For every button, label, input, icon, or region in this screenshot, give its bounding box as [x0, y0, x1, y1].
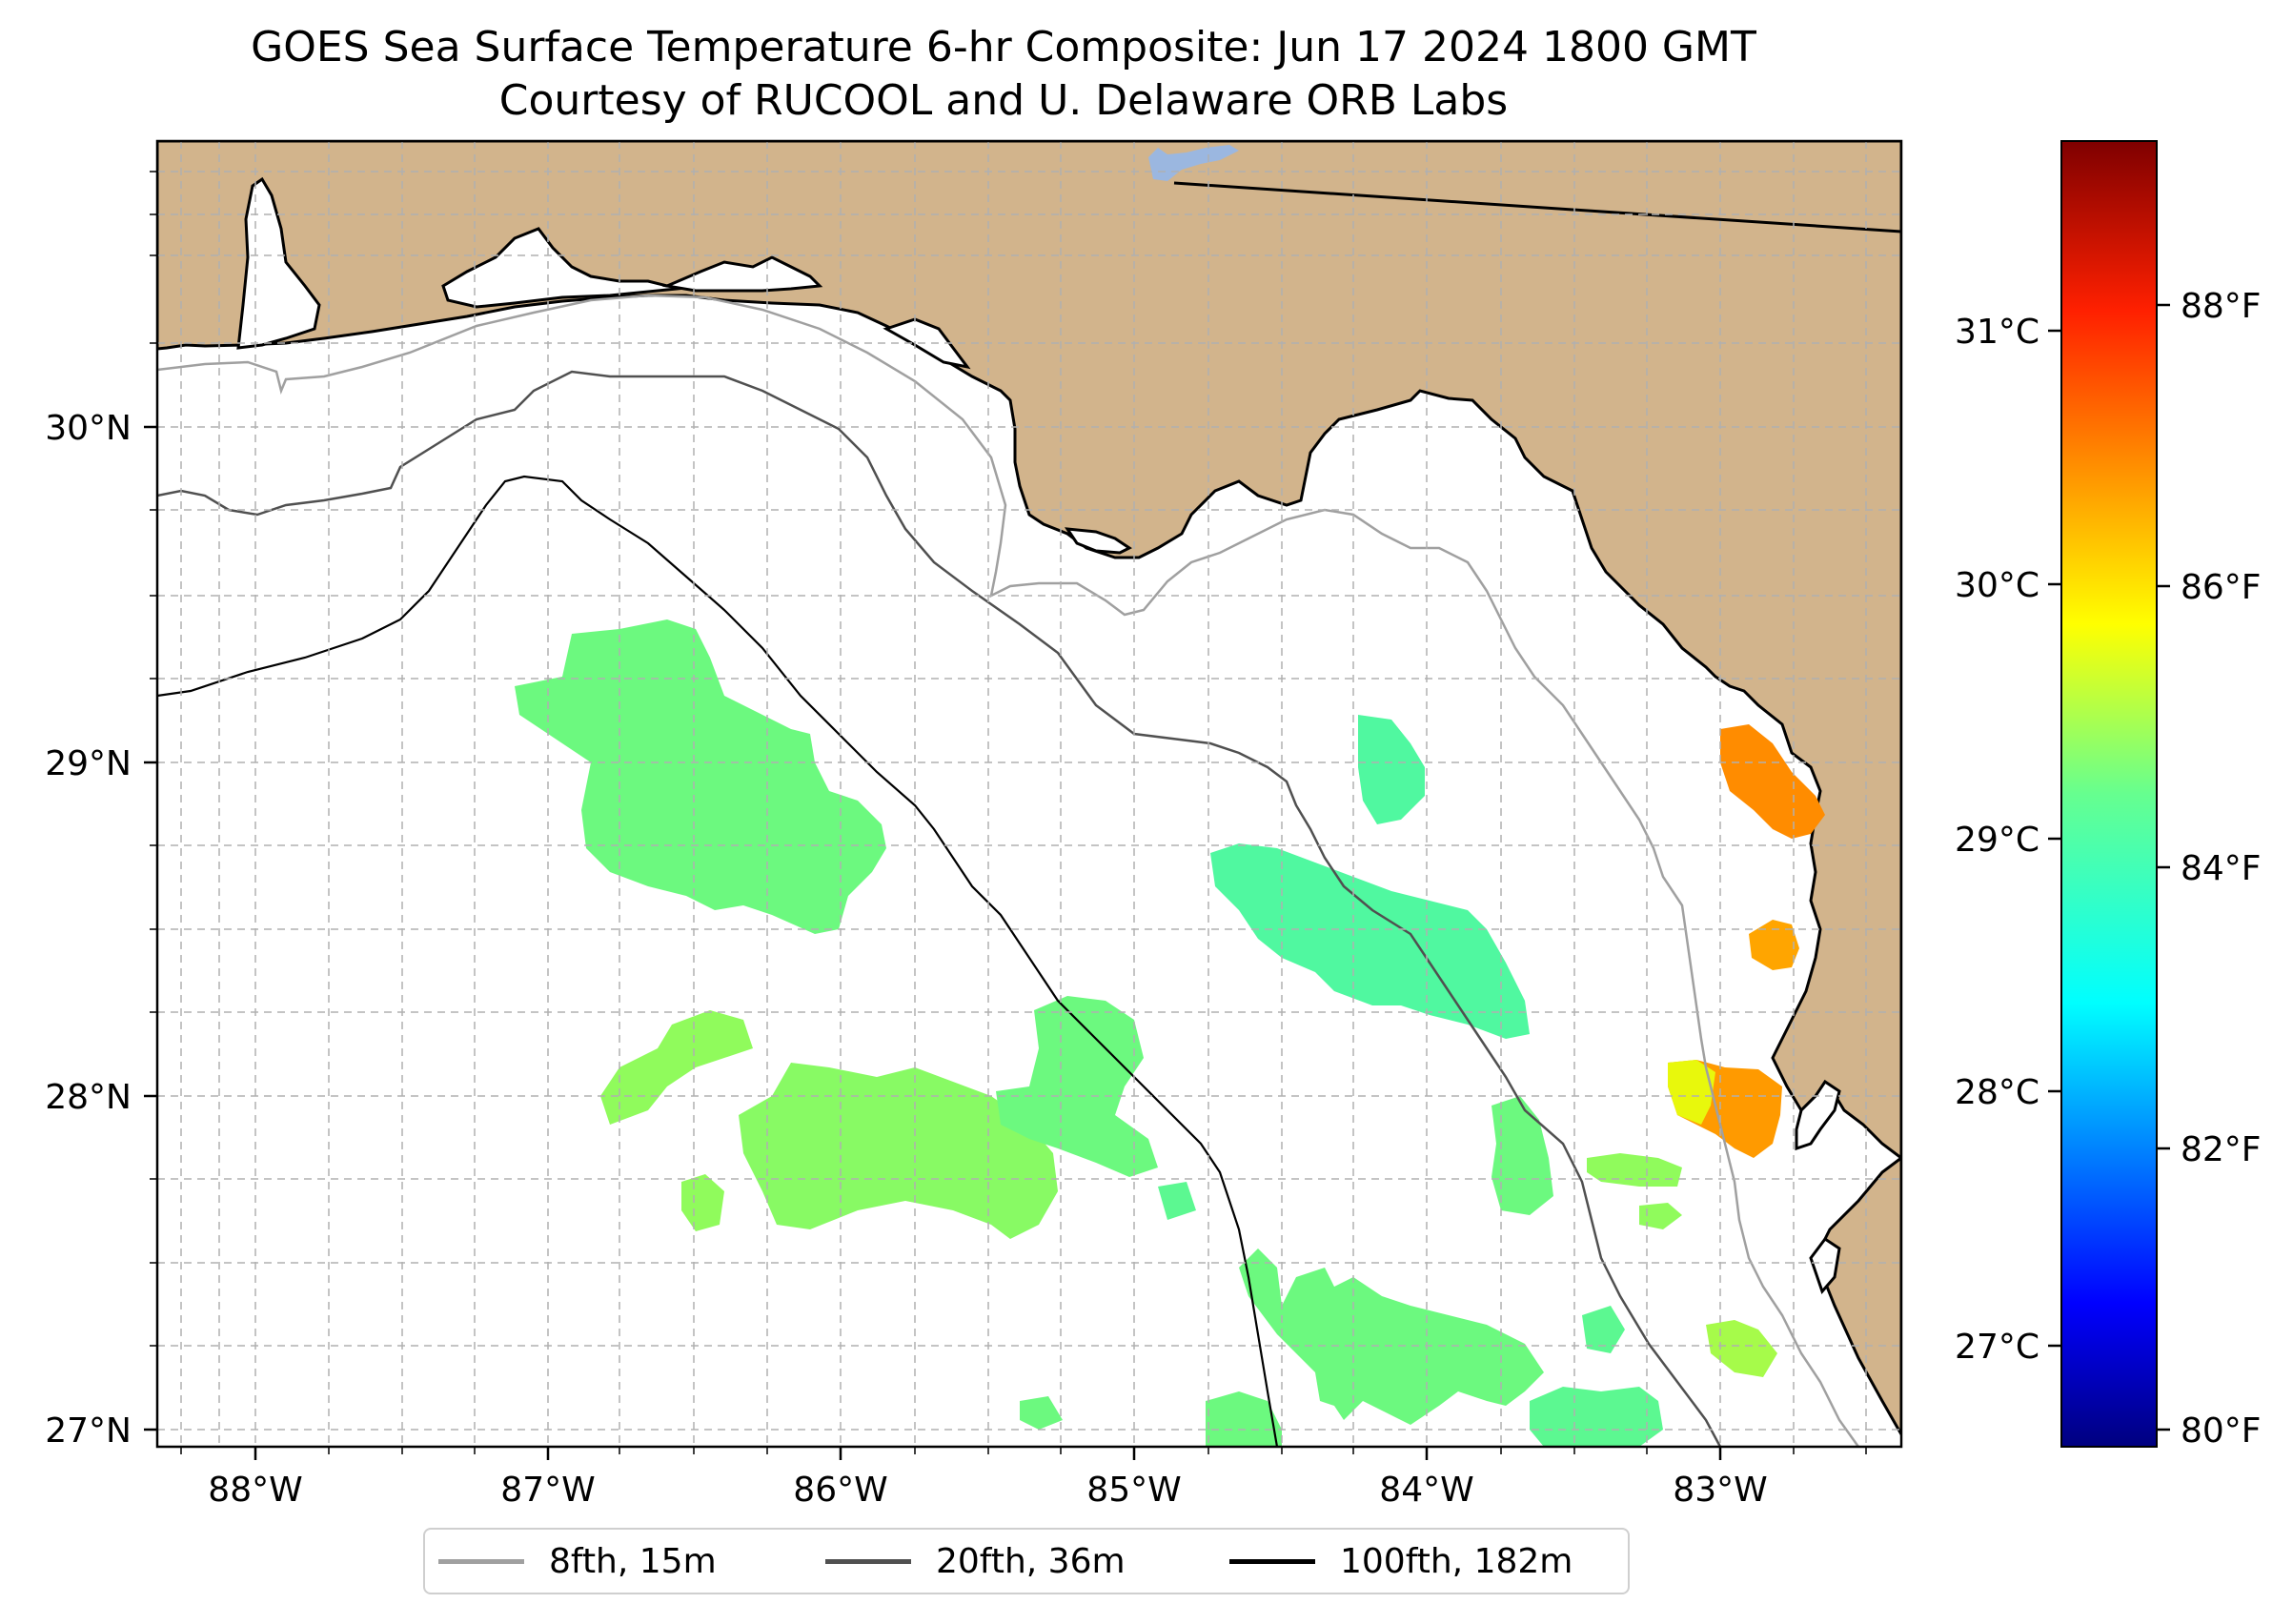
sst-patch-south-central: [739, 1063, 1058, 1239]
isobath-8fth: [157, 294, 1860, 1447]
legend-label-20fth: 20fth, 36m: [936, 1541, 1126, 1581]
sst-patch-south-shelf: [1239, 1248, 1544, 1425]
map-frame: [155, 139, 1903, 1449]
axis-ticks: [144, 425, 1722, 1460]
lon-label-86w: 86°W: [793, 1471, 887, 1510]
sst-patch-south-east: [1530, 1387, 1663, 1447]
legend-swatch-8fth: [438, 1558, 524, 1564]
sst-patch-mid-south: [996, 996, 1158, 1177]
legend: 8fth, 15m 20fth, 36m 100fth, 182m: [423, 1528, 1630, 1594]
legend-label-100fth: 100fth, 182m: [1340, 1541, 1573, 1581]
bay-stjoe: [883, 317, 971, 370]
colorbar: [2060, 140, 2158, 1448]
bay-charlotte: [1809, 1236, 1841, 1294]
sst-patch-small-sw: [681, 1174, 724, 1231]
legend-item-20fth: 20fth, 36m: [825, 1530, 1126, 1593]
legend-item-8fth: 8fth, 15m: [438, 1530, 717, 1593]
sst-patch-west-central: [515, 619, 886, 934]
sst-patch-nearshore-cedar-key: [1720, 724, 1825, 839]
colorbar-c-27: 27°C: [1955, 1328, 2039, 1367]
isobath-20fth: [157, 370, 1722, 1447]
sst-patch-small-east: [1639, 1203, 1682, 1229]
legend-label-8fth: 8fth, 15m: [549, 1541, 717, 1581]
lat-label-27n: 27°N: [45, 1411, 132, 1451]
bay-tampa: [1795, 1079, 1841, 1151]
sst-patch-nearshore-tampa-yellow: [1668, 1060, 1715, 1125]
legend-swatch-100fth: [1229, 1558, 1315, 1564]
bay-mobile: [236, 176, 321, 350]
bay-apalachee: [1064, 527, 1132, 555]
colorbar-f-80: 80°F: [2181, 1411, 2262, 1451]
state-boundary: [1173, 181, 1901, 233]
land-florida: [157, 141, 1901, 1438]
colorbar-f-84: 84°F: [2181, 849, 2262, 888]
chart-subtitle: Courtesy of RUCOOL and U. Delaware ORB L…: [498, 76, 1509, 125]
lat-label-30n: 30°N: [45, 409, 132, 448]
isobath-100fth: [157, 475, 1279, 1447]
colorbar-c-30: 30°C: [1955, 566, 2039, 605]
colorbar-c-28: 28°C: [1955, 1073, 2039, 1112]
sst-patch-nearshore-crystal: [1749, 920, 1799, 970]
sst-patch-south-bottom: [1206, 1391, 1282, 1447]
chart-title: GOES Sea Surface Temperature 6-hr Compos…: [251, 23, 1756, 71]
lon-label-83w: 83°W: [1673, 1471, 1767, 1510]
sst-patch-offshore-tampa: [1706, 1320, 1777, 1377]
map-canvas: [157, 141, 1901, 1447]
legend-item-100fth: 100fth, 182m: [1229, 1530, 1573, 1593]
lon-label-88w: 88°W: [208, 1471, 302, 1510]
colorbar-c-31: 31°C: [1955, 313, 2039, 352]
lon-label-85w: 85°W: [1086, 1471, 1181, 1510]
gridlines: [157, 141, 1901, 1447]
colorbar-ticks: [2048, 303, 2170, 1431]
colorbar-c-29: 29°C: [1955, 821, 2039, 860]
sst-patch-big-bend: [1210, 843, 1530, 1039]
lake-seminole: [1148, 145, 1239, 181]
lon-label-84w: 84°W: [1379, 1471, 1473, 1510]
lat-label-28n: 28°N: [45, 1078, 132, 1117]
colorbar-f-88: 88°F: [2181, 287, 2262, 326]
sst-patch-small-mid: [1158, 1182, 1196, 1220]
lon-label-87w: 87°W: [500, 1471, 595, 1510]
sst-patch-small-se: [1582, 1306, 1625, 1353]
bay-choctawhatchee: [661, 255, 823, 293]
lat-label-29n: 29°N: [45, 744, 132, 783]
legend-swatch-20fth: [825, 1558, 911, 1564]
sst-patch-south-tiny: [1020, 1396, 1063, 1430]
axis-minor-ticks: [150, 171, 1867, 1454]
sst-patch-east-shelf-a: [1491, 1096, 1553, 1215]
sst-patch-north-big-bend: [1358, 715, 1425, 824]
colorbar-f-82: 82°F: [2181, 1130, 2262, 1169]
colorbar-f-86: 86°F: [2181, 568, 2262, 607]
